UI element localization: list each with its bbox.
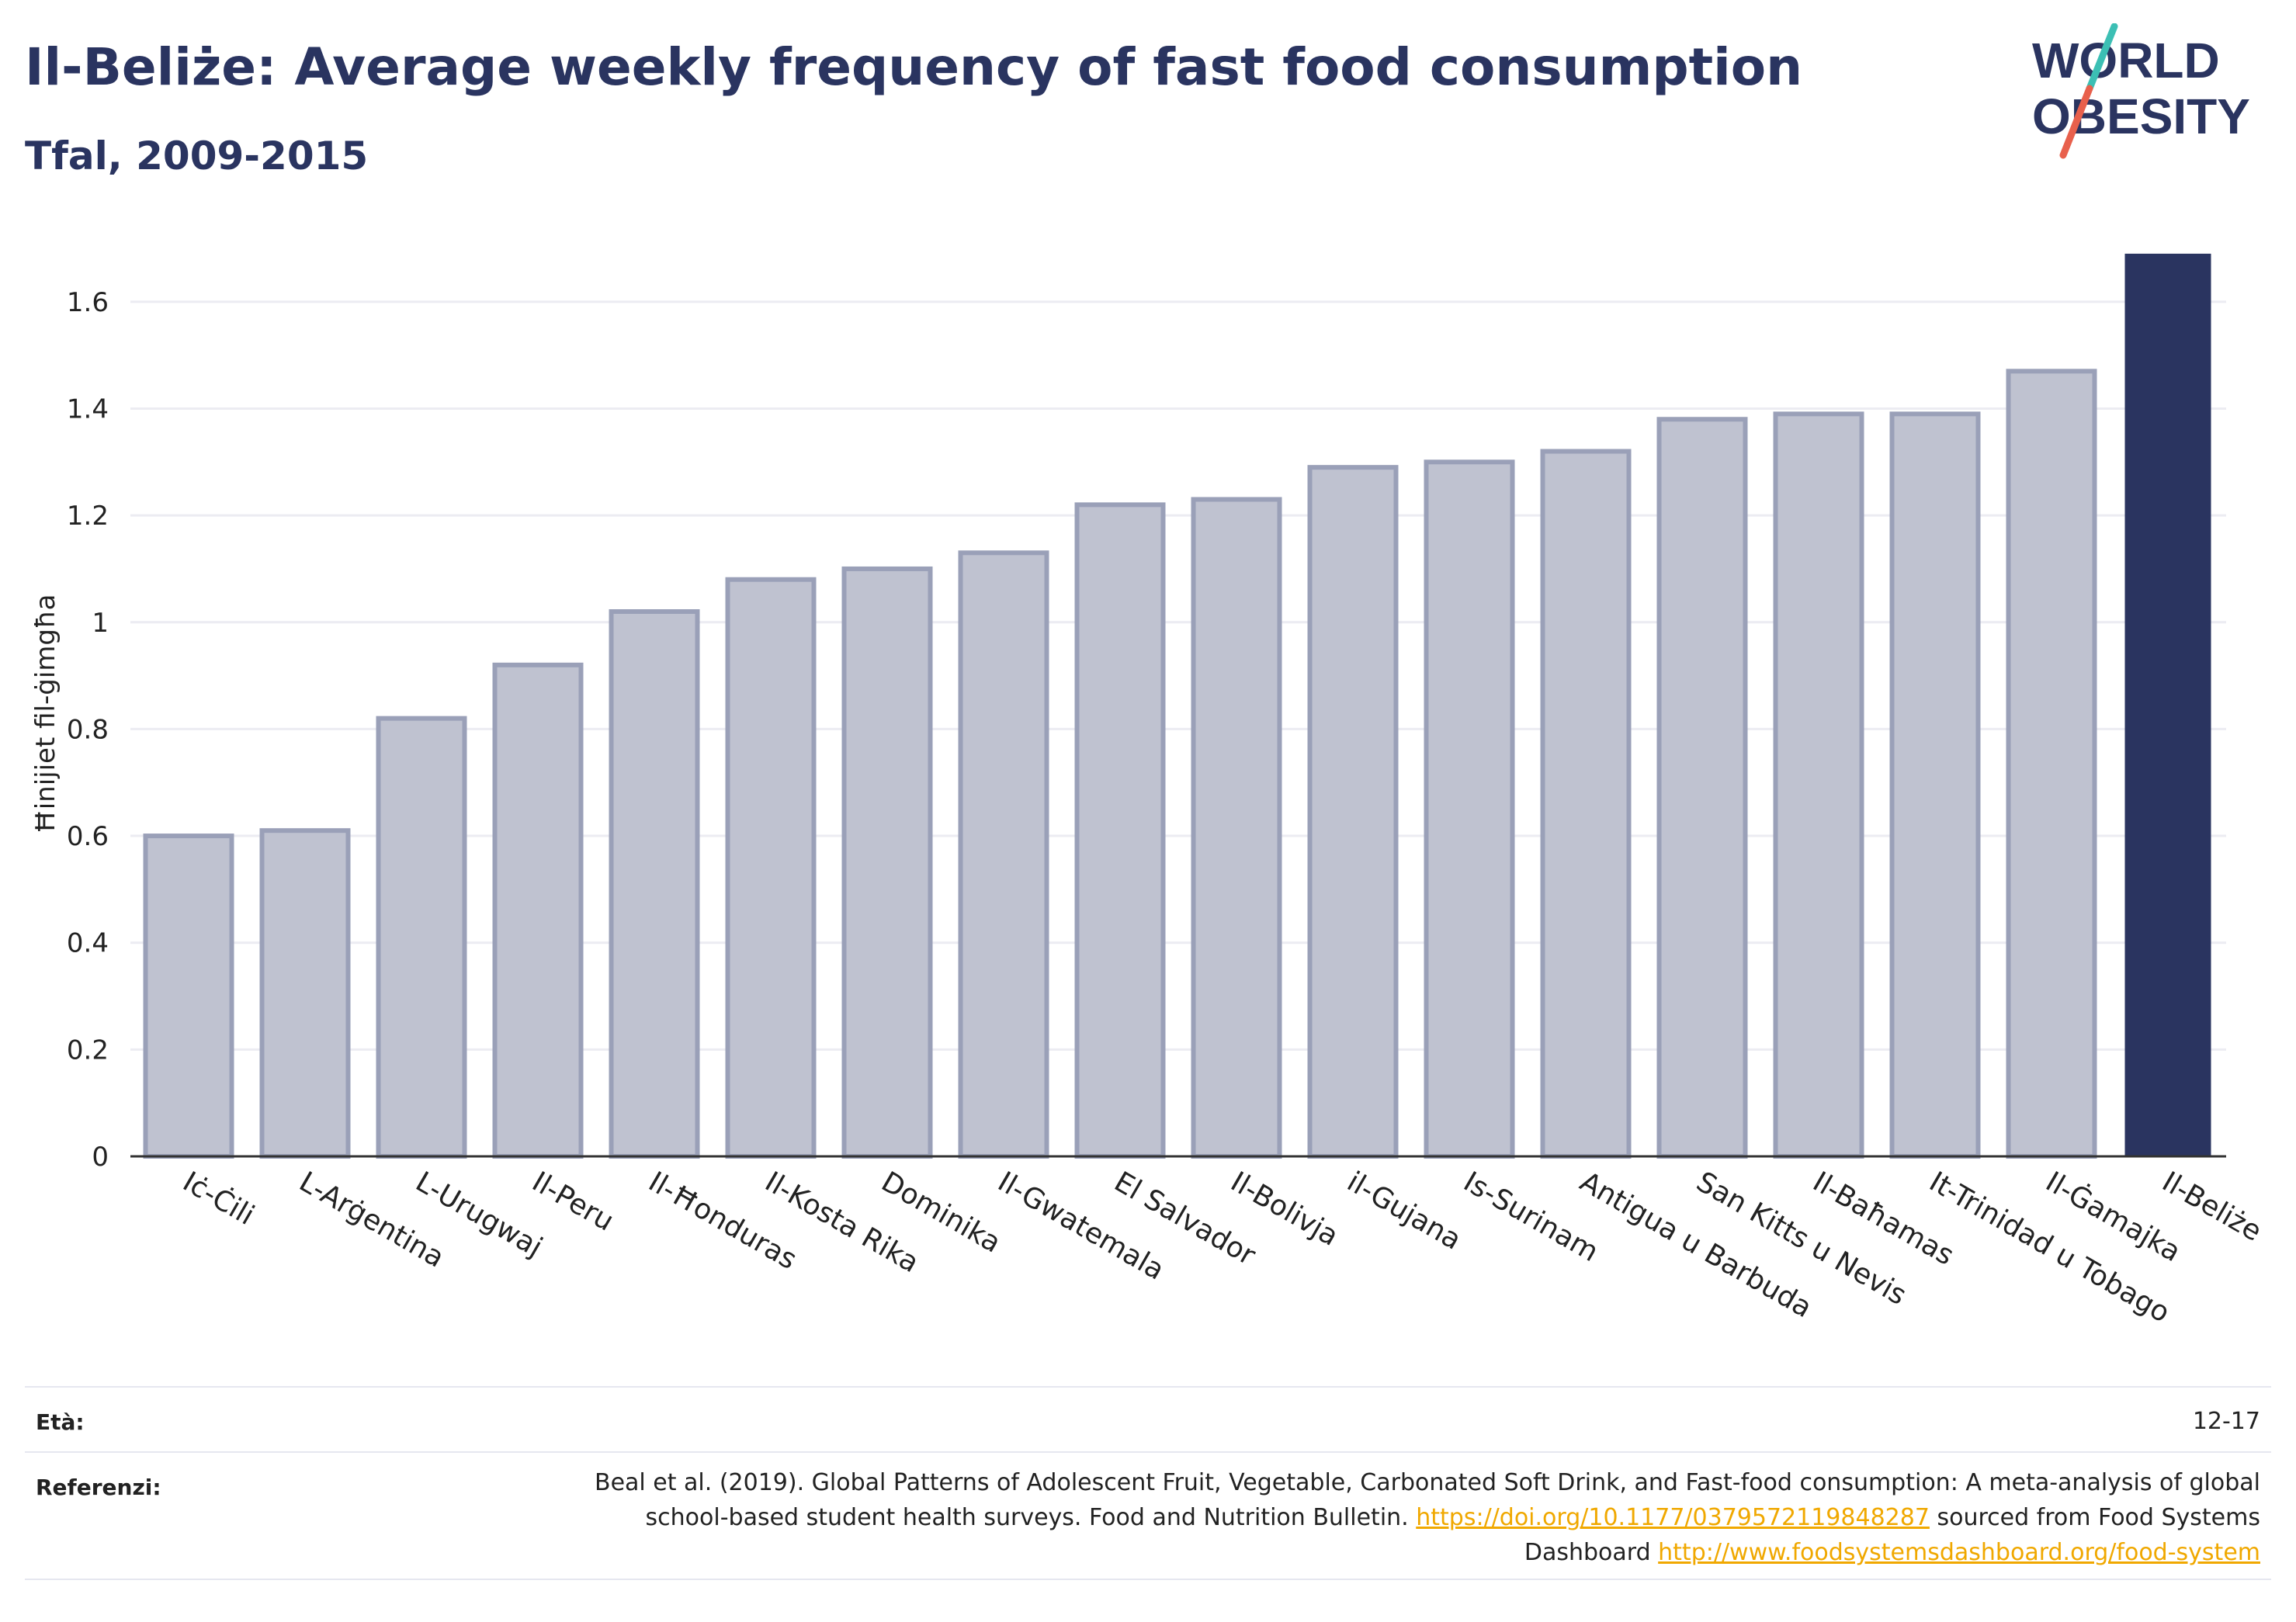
bar[interactable] <box>725 577 817 1159</box>
bar[interactable] <box>1191 497 1282 1159</box>
bar[interactable] <box>1889 411 1981 1159</box>
y-tick-label: 0.8 <box>67 714 109 745</box>
reference-citation: Beal et al. (2019). Global Patterns of A… <box>594 1469 2260 1531</box>
bar[interactable] <box>1656 417 1748 1159</box>
y-tick-label: 1.6 <box>67 287 109 318</box>
bar[interactable] <box>1307 465 1399 1159</box>
grid-lines <box>130 300 2226 1051</box>
age-label: Età: <box>36 1409 85 1435</box>
bar[interactable] <box>259 828 351 1159</box>
bar[interactable] <box>2124 253 2211 1157</box>
logo-slash-red <box>2059 85 2093 159</box>
bar[interactable] <box>1540 449 1632 1159</box>
logo-slash-teal <box>2086 23 2118 92</box>
bar[interactable] <box>143 834 234 1159</box>
world-obesity-logo: WORLD OBESITY <box>2032 23 2250 159</box>
y-tick-label: 0 <box>92 1142 109 1173</box>
bar[interactable] <box>1773 411 1864 1159</box>
y-tick-label: 0.2 <box>67 1035 109 1066</box>
x-tick-label: Iċ-Ċili <box>178 1165 260 1232</box>
dashboard-link[interactable]: http://www.foodsystemsdashboard.org/food… <box>1658 1539 2260 1566</box>
chart-subtitle: Tfal, 2009-2015 <box>25 133 369 178</box>
reference-source: sourced from Food Systems Dashboard <box>1524 1504 2260 1566</box>
y-tick-label: 1 <box>92 608 109 639</box>
references-label: Referenzi: <box>36 1475 161 1500</box>
age-value: 12-17 <box>2192 1408 2260 1435</box>
references-text: Beal et al. (2019). Global Patterns of A… <box>584 1465 2260 1570</box>
footer-divider-bottom <box>25 1579 2271 1580</box>
y-tick-label: 1.4 <box>67 393 109 425</box>
bar-chart: 00.20.40.60.811.21.41.6Iċ-Ċili L-Arġentin… <box>30 253 2267 1329</box>
bar[interactable] <box>841 566 933 1159</box>
y-tick-label: 0.4 <box>67 928 109 959</box>
doi-link[interactable]: https://doi.org/10.1177/0379572119848287 <box>1416 1504 1930 1531</box>
footer-divider-middle <box>25 1451 2271 1453</box>
bar[interactable] <box>376 716 467 1159</box>
bar[interactable] <box>1074 502 1166 1159</box>
y-tick-label: 0.6 <box>67 821 109 852</box>
x-tick-label: Il-Peru <box>527 1166 619 1237</box>
bar[interactable] <box>492 662 584 1159</box>
logo-line-1: WORLD <box>2032 33 2220 88</box>
chart-title: Il-Beliże: Average weekly frequency of f… <box>25 37 1803 97</box>
bar[interactable] <box>609 609 700 1159</box>
x-tick-label: il-Gujana <box>1342 1166 1467 1256</box>
bars <box>143 253 2211 1159</box>
y-tick-label: 1.2 <box>67 501 109 532</box>
bar[interactable] <box>2006 369 2097 1159</box>
footer-divider-top <box>25 1386 2271 1388</box>
y-axis-label: Ħinijiet fil-ġimgħa <box>30 594 61 834</box>
bar[interactable] <box>958 550 1049 1159</box>
bar[interactable] <box>1424 459 1515 1159</box>
